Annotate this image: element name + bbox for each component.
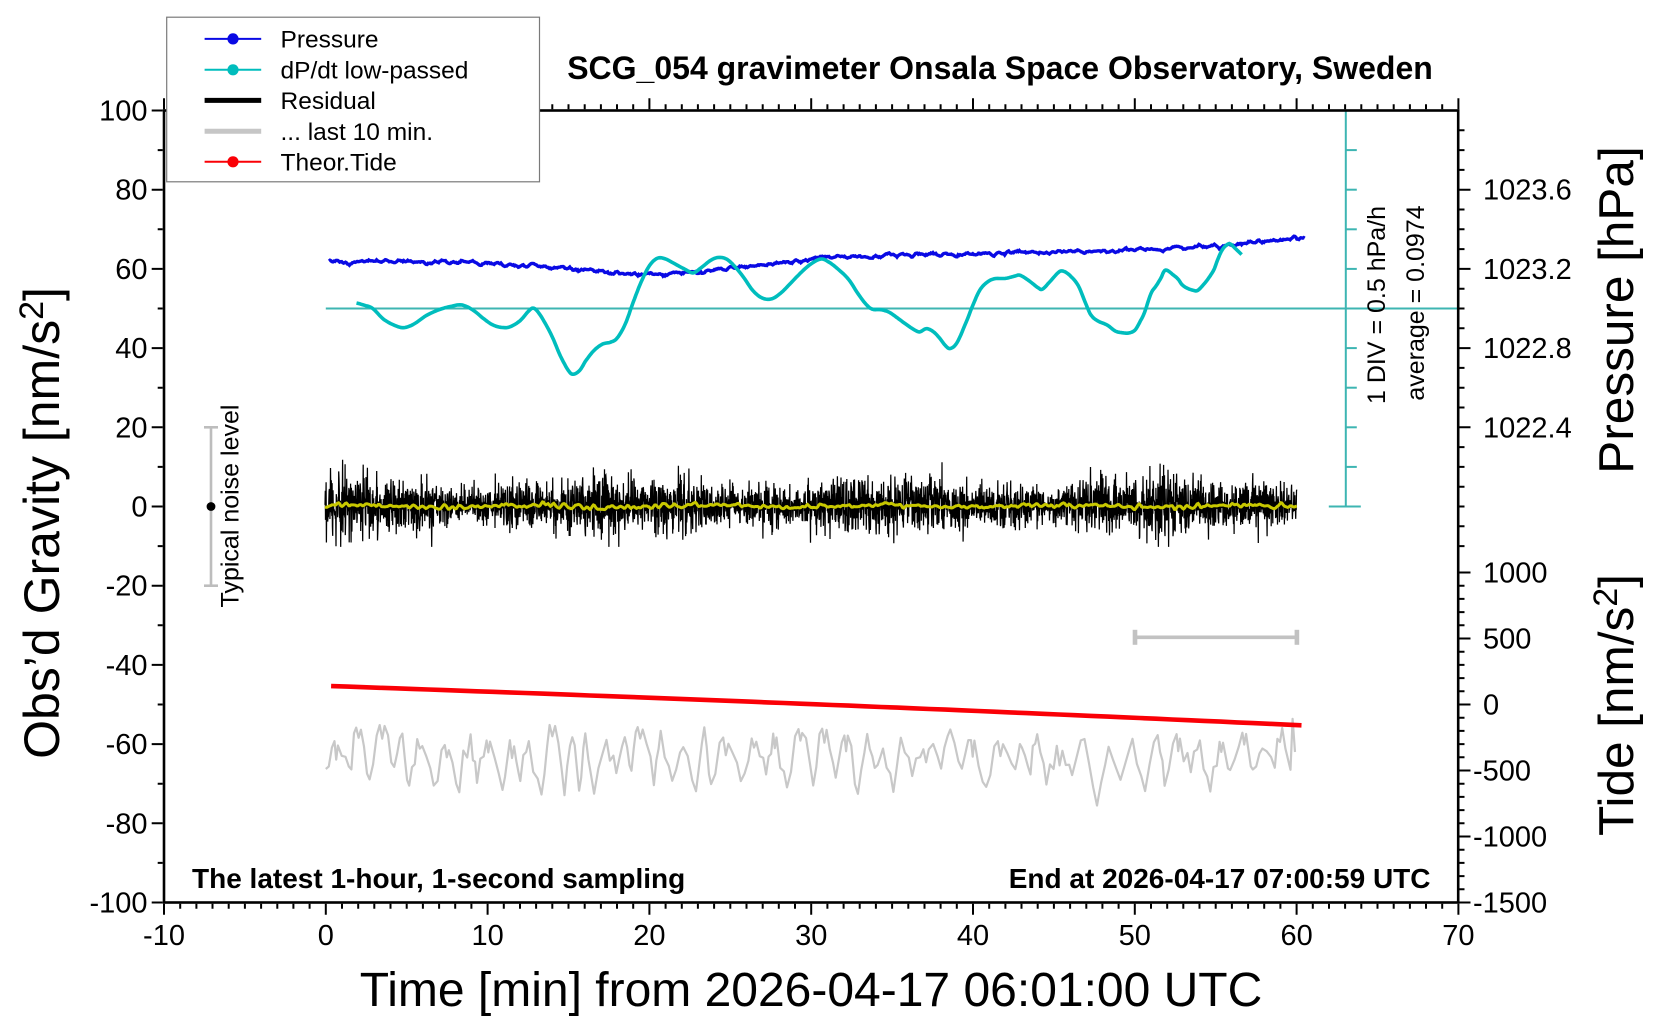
svg-text:End at 2026-04-17 07:00:59 UTC: End at 2026-04-17 07:00:59 UTC	[1009, 863, 1431, 894]
svg-text:100: 100	[99, 96, 147, 128]
svg-text:20: 20	[633, 920, 665, 952]
svg-text:500: 500	[1483, 624, 1531, 656]
svg-text:Typical noise level: Typical noise level	[217, 405, 245, 608]
svg-text:1023.2: 1023.2	[1483, 254, 1572, 286]
svg-text:-100: -100	[89, 888, 147, 920]
svg-text:average = 0.0974: average = 0.0974	[1402, 205, 1430, 400]
svg-text:40: 40	[957, 920, 989, 952]
svg-text:-20: -20	[106, 571, 148, 603]
svg-text:1022.4: 1022.4	[1483, 412, 1572, 444]
svg-text:40: 40	[115, 333, 147, 365]
svg-text:Residual: Residual	[281, 88, 376, 115]
svg-text:0: 0	[1483, 690, 1499, 722]
svg-text:1022.8: 1022.8	[1483, 333, 1572, 365]
svg-text:SCG_054 gravimeter Onsala Spac: SCG_054 gravimeter Onsala Space Observat…	[567, 50, 1433, 86]
svg-text:-1500: -1500	[1473, 888, 1547, 920]
svg-text:dP/dt low-passed: dP/dt low-passed	[281, 57, 469, 84]
svg-text:70: 70	[1442, 920, 1474, 952]
svg-text:30: 30	[795, 920, 827, 952]
svg-text:60: 60	[1280, 920, 1312, 952]
svg-text:60: 60	[115, 254, 147, 286]
svg-text:-40: -40	[106, 650, 148, 682]
svg-text:80: 80	[115, 175, 147, 207]
svg-text:-10: -10	[143, 920, 185, 952]
svg-text:Theor.Tide: Theor.Tide	[281, 149, 397, 176]
svg-text:1000: 1000	[1483, 558, 1548, 590]
svg-text:... last 10 min.: ... last 10 min.	[281, 119, 434, 146]
svg-text:1 DIV = 0.5 hPa/h: 1 DIV = 0.5 hPa/h	[1363, 206, 1391, 404]
svg-text:Obs’d Gravity [nm/s2]: Obs’d Gravity [nm/s2]	[13, 287, 70, 759]
svg-text:10: 10	[471, 920, 503, 952]
svg-text:The latest 1-hour, 1-second sa: The latest 1-hour, 1-second sampling	[192, 863, 685, 894]
svg-text:0: 0	[318, 920, 334, 952]
svg-text:1023.6: 1023.6	[1483, 175, 1572, 207]
svg-text:Tide [nm/s2]: Tide [nm/s2]	[1587, 574, 1644, 836]
svg-text:Time [min] from 2026-04-17 06:: Time [min] from 2026-04-17 06:01:00 UTC	[360, 964, 1263, 1017]
svg-text:-500: -500	[1473, 756, 1531, 788]
svg-text:-1000: -1000	[1473, 822, 1547, 854]
svg-text:-80: -80	[106, 808, 148, 840]
svg-text:20: 20	[115, 412, 147, 444]
svg-text:-60: -60	[106, 729, 148, 761]
svg-text:0: 0	[131, 492, 147, 524]
svg-text:Pressure: Pressure	[281, 27, 379, 54]
svg-text:Pressure [hPa]: Pressure [hPa]	[1589, 146, 1644, 473]
svg-text:50: 50	[1119, 920, 1151, 952]
